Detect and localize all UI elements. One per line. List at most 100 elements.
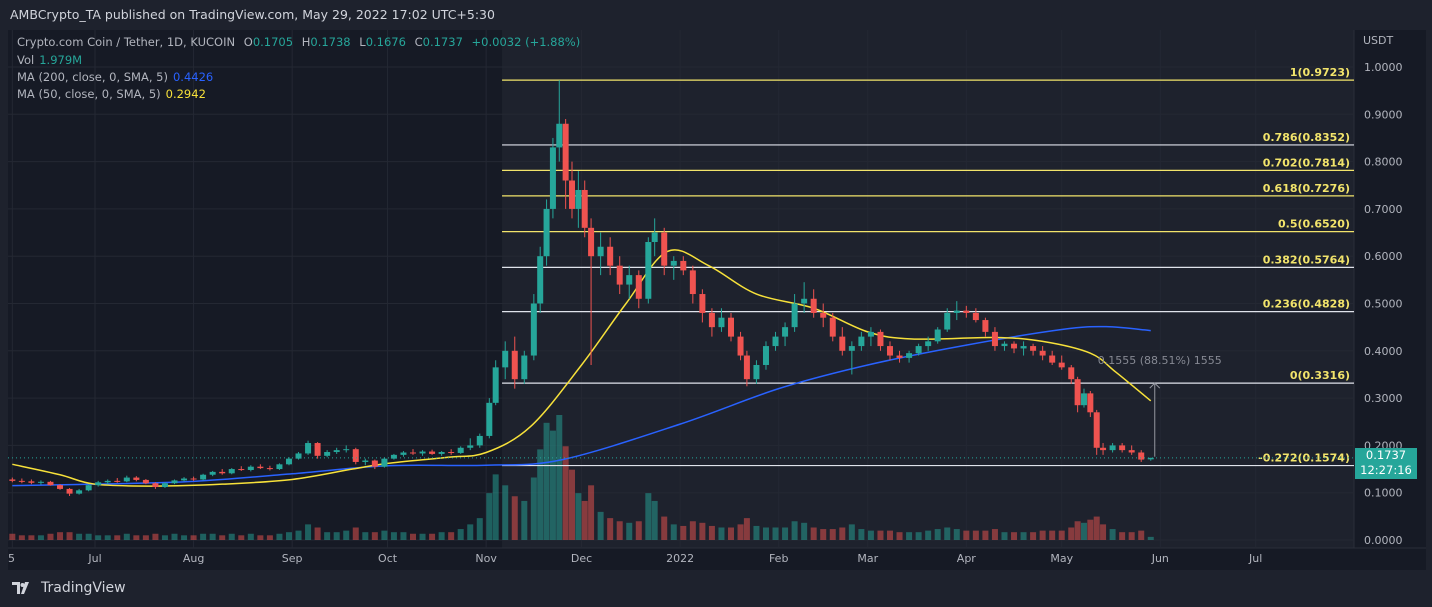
candle-body xyxy=(1030,346,1037,351)
ma200-value: 0.4426 xyxy=(172,70,214,84)
volume-bar xyxy=(228,533,235,540)
x-tick-label: Mar xyxy=(857,552,878,565)
candle-body xyxy=(1074,379,1081,406)
candle-body xyxy=(1080,393,1087,406)
time-axis[interactable] xyxy=(8,548,1426,570)
candle-body xyxy=(190,478,197,480)
close-value: 0.1737 xyxy=(422,35,463,49)
volume-bar xyxy=(887,530,893,540)
volume-bar xyxy=(670,524,677,540)
volume-bar xyxy=(820,529,827,540)
candle-body xyxy=(200,474,207,480)
volume-bar xyxy=(549,430,556,540)
x-tick-label: Oct xyxy=(378,552,398,565)
volume-bar xyxy=(66,532,73,540)
x-tick-label: Apr xyxy=(957,552,977,565)
candle-body xyxy=(728,317,734,337)
volume-bar xyxy=(782,527,789,540)
measure-label: 0.1555 (88.51%) 1555 xyxy=(1098,354,1222,367)
fib-level-label: 0.786(0.8352) xyxy=(1263,131,1350,144)
candle-body xyxy=(1068,367,1075,380)
volume-bar xyxy=(829,529,836,540)
volume-bar xyxy=(209,533,216,540)
fib-level-label: 1(0.9723) xyxy=(1290,66,1350,79)
x-tick-label: Dec xyxy=(571,552,592,565)
fib-level-label: 0.382(0.5764) xyxy=(1263,253,1350,266)
candle-body xyxy=(47,481,54,486)
candle-body xyxy=(867,331,874,337)
volume-bar xyxy=(521,500,528,540)
candle-body xyxy=(362,460,369,462)
volume-bar xyxy=(1147,536,1154,540)
volume-bar xyxy=(626,522,633,540)
volume-bar xyxy=(728,527,734,540)
x-tick-label: Feb xyxy=(769,552,788,565)
fib-level-label: 0(0.3316) xyxy=(1290,369,1350,382)
symbol-name[interactable]: Crypto.com Coin / Tether, 1D, KUCOIN xyxy=(17,35,236,49)
fib-retracement[interactable]: 1(0.9723) 0.786(0.8352) 0.702(0.7814) 0.618… xyxy=(502,66,1354,467)
volume-bar xyxy=(944,527,951,540)
candle-body xyxy=(85,485,92,491)
volume-bar xyxy=(114,535,121,540)
price-range-measure[interactable]: 0.1555 (88.51%) 1555 xyxy=(1098,354,1222,457)
candle-body xyxy=(772,336,779,347)
candle-body xyxy=(476,435,483,446)
candle-body xyxy=(906,353,913,358)
candle-body xyxy=(670,260,677,266)
candle-body xyxy=(438,452,445,454)
candle-body xyxy=(343,449,350,451)
candle-body xyxy=(635,275,642,299)
volume-bar xyxy=(476,518,483,540)
candle-body xyxy=(1100,447,1107,451)
candle-body xyxy=(448,452,455,454)
volume-bar xyxy=(305,524,312,540)
candle-body xyxy=(743,355,750,380)
volume-legend[interactable]: Vol 1.979M xyxy=(17,53,87,67)
x-tick-label: 5 xyxy=(8,552,15,565)
y-tick-label: 0.4000 xyxy=(1364,345,1403,358)
fib-level-label: 0.618(0.7276) xyxy=(1263,182,1350,195)
volume-bar xyxy=(295,530,302,540)
ma50-legend[interactable]: MA (50, close, 0, SMA, 5) 0.2942 xyxy=(17,87,211,101)
change-value: +0.0032 (+1.88%) xyxy=(471,35,581,49)
candle-body xyxy=(400,452,407,455)
candle-body xyxy=(181,478,188,481)
volume-bar xyxy=(152,533,159,540)
y-tick-label: 0.7000 xyxy=(1364,203,1403,216)
candle-body xyxy=(285,458,292,465)
volume-bar xyxy=(810,527,817,540)
volume-bar xyxy=(133,535,140,540)
volume-bar xyxy=(104,535,111,540)
symbol-legend: Crypto.com Coin / Tether, 1D, KUCOIN O0.… xyxy=(17,35,585,49)
volume-bar xyxy=(743,518,750,540)
candle-body xyxy=(209,471,216,475)
last-price-badge: 0.1737 12:27:16 xyxy=(1355,447,1417,479)
candle-body xyxy=(66,488,73,494)
volume-bar xyxy=(1087,519,1094,540)
volume-bar xyxy=(1049,530,1056,540)
candle-body xyxy=(858,336,865,347)
candle-body xyxy=(429,451,436,454)
open-value: 0.1705 xyxy=(252,35,294,49)
candle-body xyxy=(333,450,340,453)
volume-bar xyxy=(28,535,35,540)
volume-bar xyxy=(915,532,922,540)
candle-body xyxy=(963,310,970,313)
candle-body xyxy=(661,232,668,266)
volume-bar xyxy=(333,532,340,540)
candle-body xyxy=(820,312,827,318)
candle-body xyxy=(257,466,264,469)
currency-label: USDT xyxy=(1363,34,1394,47)
volume-bar xyxy=(556,415,563,540)
candle-body xyxy=(228,469,235,474)
x-tick-label: Aug xyxy=(183,552,204,565)
volume-bar xyxy=(457,529,464,540)
tradingview-logo[interactable]: TradingView xyxy=(12,580,126,596)
candle-body xyxy=(934,329,941,342)
candle-body xyxy=(896,355,903,358)
ma200-legend[interactable]: MA (200, close, 0, SMA, 5) 0.4426 xyxy=(17,70,218,84)
candle-body xyxy=(982,320,989,332)
tradingview-logo-icon xyxy=(12,582,29,594)
candle-body xyxy=(152,483,159,488)
